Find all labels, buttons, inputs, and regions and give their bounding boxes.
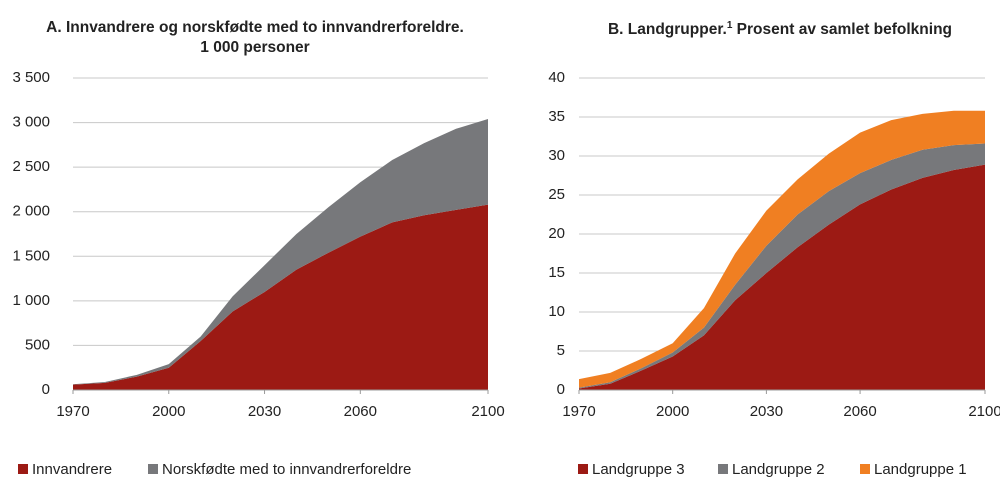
legend-label: Innvandrere	[32, 461, 112, 478]
x-tick-label: 1970	[562, 403, 595, 420]
legend-label: Norskfødte med to innvandrerforeldre	[162, 461, 411, 478]
x-tick-label: 2060	[344, 403, 377, 420]
y-tick-label: 0	[557, 381, 565, 398]
area	[73, 119, 488, 385]
chart-title: 1 000 personer	[200, 39, 309, 56]
y-tick-label: 40	[548, 69, 565, 86]
x-tick-label: 2000	[656, 403, 689, 420]
x-tick-label: 2100	[968, 403, 1000, 420]
y-tick-label: 1 000	[12, 292, 50, 309]
area	[73, 204, 488, 390]
y-tick-label: 30	[548, 147, 565, 164]
legend-swatch	[148, 464, 158, 474]
y-tick-label: 1 500	[12, 247, 50, 264]
title-part: Prosent av samlet befolkning	[732, 21, 952, 38]
y-tick-label: 3 500	[12, 69, 50, 86]
area	[579, 143, 985, 389]
chart-title: B. Landgrupper.1 Prosent av samlet befol…	[608, 20, 952, 38]
x-tick-label: 2100	[471, 403, 504, 420]
y-tick-label: 2 000	[12, 203, 50, 220]
y-tick-label: 35	[548, 108, 565, 125]
y-tick-label: 10	[548, 303, 565, 320]
x-tick-label: 2030	[248, 403, 281, 420]
y-tick-label: 5	[557, 342, 565, 359]
y-tick-label: 0	[42, 381, 50, 398]
footnote-mark: 1	[727, 20, 733, 31]
title-part: B. Landgrupper.	[608, 21, 727, 38]
legend-label: Landgruppe 3	[592, 461, 685, 478]
legend-swatch	[578, 464, 588, 474]
y-tick-label: 20	[548, 225, 565, 242]
x-tick-label: 2030	[750, 403, 783, 420]
legend-label: Landgruppe 1	[874, 461, 967, 478]
x-tick-label: 2060	[843, 403, 876, 420]
x-tick-label: 1970	[56, 403, 89, 420]
legend-swatch	[18, 464, 28, 474]
y-tick-label: 500	[25, 336, 50, 353]
area	[579, 110, 985, 388]
legend-swatch	[718, 464, 728, 474]
legend-label: Landgruppe 2	[732, 461, 825, 478]
legend-swatch	[860, 464, 870, 474]
area	[579, 164, 985, 390]
y-tick-label: 3 000	[12, 114, 50, 131]
x-tick-label: 2000	[152, 403, 185, 420]
y-tick-label: 15	[548, 264, 565, 281]
chart-title: A. Innvandrere og norskfødte med to innv…	[46, 19, 464, 36]
y-tick-label: 2 500	[12, 158, 50, 175]
y-tick-label: 25	[548, 186, 565, 203]
